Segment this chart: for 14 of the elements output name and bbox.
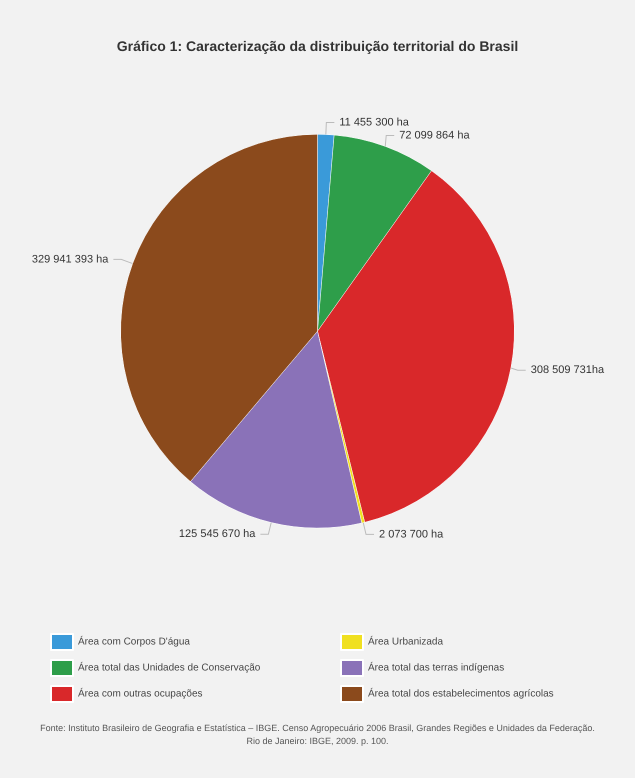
legend-label: Área total dos estabelecimentos agrícolas bbox=[368, 688, 554, 700]
source-note: Fonte: Instituto Brasileiro de Geografia e Estatística – IBGE. Censo Agropecuário 2006 Brasil, Grandes Regiões e Unidades da Federação. Rio de Janeiro: IBGE, 2009. p. 100. bbox=[40, 722, 595, 748]
data-label: 125 545 670 ha bbox=[178, 528, 256, 540]
chart-title: Gráfico 1: Caracterização da distribuição territorial do Brasil bbox=[116, 38, 518, 54]
legend-label: Área com outras ocupações bbox=[78, 688, 203, 700]
legend-label: Área total das terras indígenas bbox=[368, 662, 504, 674]
data-label: 329 941 393 ha bbox=[32, 253, 110, 266]
data-label: 72 099 864 ha bbox=[399, 130, 470, 142]
data-label: 11 455 300 ha bbox=[339, 116, 410, 129]
legend-label: Área Urbanizada bbox=[368, 636, 444, 648]
data-label: 308 509 731ha bbox=[530, 364, 606, 376]
legend-label: Área total das Unidades de Conservação bbox=[78, 662, 261, 674]
data-label: 2 073 700 ha bbox=[379, 528, 444, 540]
legend-label: Área com Corpos D'água bbox=[78, 636, 190, 648]
